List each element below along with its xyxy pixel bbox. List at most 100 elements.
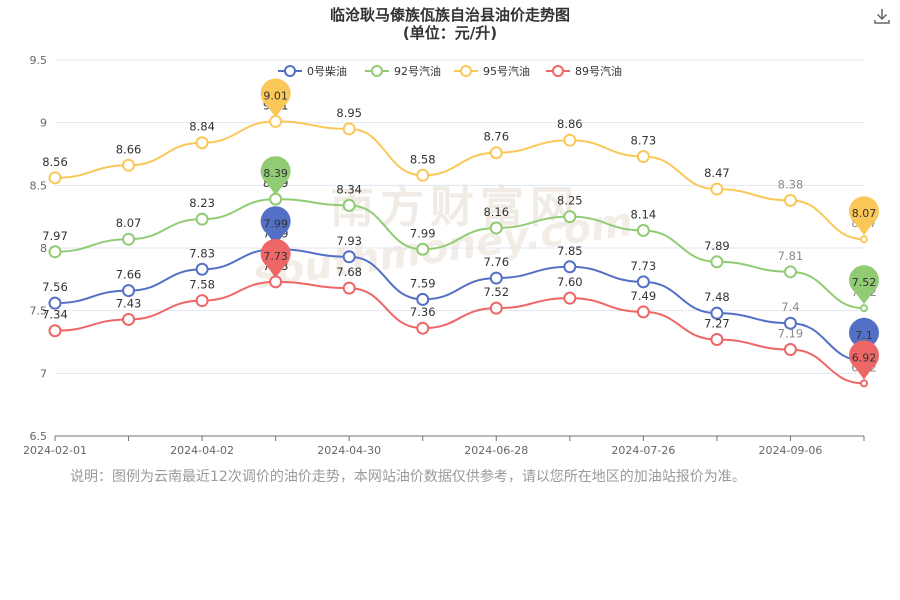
data-point <box>416 242 430 256</box>
data-point <box>563 291 577 305</box>
data-label: 7.83 <box>189 246 215 260</box>
data-point <box>195 262 209 276</box>
legend-item[interactable]: 92号汽油 <box>365 64 441 78</box>
x-tick-label: 2024-04-02 <box>170 444 234 457</box>
marker-pin-shape <box>849 196 879 236</box>
data-label: 8.56 <box>42 155 68 169</box>
marker-pin-label: 6.92 <box>852 351 877 364</box>
data-label: 8.38 <box>778 177 804 191</box>
data-point <box>122 312 136 326</box>
x-tick-label: 2024-02-01 <box>23 444 87 457</box>
marker-pin: 9.01 <box>260 78 291 118</box>
marker-pin-shape <box>260 78 291 118</box>
data-point <box>860 304 868 313</box>
data-label: 8.66 <box>116 142 142 156</box>
x-tick-label: 2024-04-30 <box>317 444 381 457</box>
marker-pin: 6.92 <box>849 340 880 380</box>
marker-pin-label: 7.73 <box>263 250 288 263</box>
data-label: 8.95 <box>336 106 362 120</box>
data-point <box>489 271 503 285</box>
data-point <box>710 332 724 346</box>
data-label: 7.99 <box>410 226 436 240</box>
series-line <box>54 198 865 310</box>
x-tick-label: 2024-06-28 <box>464 444 528 457</box>
data-label: 8.76 <box>483 130 509 144</box>
data-label: 7.48 <box>704 290 730 304</box>
data-point <box>269 114 283 128</box>
legend-label: 95号汽油 <box>483 64 530 78</box>
data-label: 7.36 <box>410 305 436 319</box>
data-point <box>342 250 356 264</box>
legend-label: 89号汽油 <box>575 64 622 78</box>
marker-pin-label: 9.01 <box>263 89 288 102</box>
legend-item[interactable]: 0号柴油 <box>278 64 347 78</box>
data-point <box>636 223 650 237</box>
data-label: 8.16 <box>483 205 509 219</box>
data-label: 7.66 <box>116 268 142 282</box>
y-tick-label: 8 <box>40 242 47 255</box>
data-point <box>122 232 136 246</box>
data-label: 7.97 <box>42 229 68 243</box>
data-label: 7.81 <box>778 249 804 263</box>
data-point <box>636 150 650 164</box>
data-point <box>48 296 62 310</box>
y-tick-label: 8.5 <box>30 179 48 192</box>
series-line <box>54 280 865 385</box>
data-point <box>342 122 356 136</box>
watermark-cn: 南方财富网 <box>330 182 580 233</box>
data-point <box>195 294 209 308</box>
data-label: 7.60 <box>557 275 583 289</box>
y-tick-label: 9 <box>40 117 47 130</box>
data-label: 8.86 <box>557 117 583 131</box>
data-point <box>563 133 577 147</box>
data-point <box>563 210 577 224</box>
data-label: 8.14 <box>631 207 657 221</box>
data-point <box>489 146 503 160</box>
data-point <box>783 193 797 207</box>
marker-pin: 7.99 <box>260 206 291 246</box>
marker-pin-label: 8.39 <box>263 167 288 180</box>
data-label: 7.56 <box>42 280 68 294</box>
data-point <box>563 260 577 274</box>
data-label: 8.58 <box>410 152 436 166</box>
y-tick-label: 7.5 <box>30 305 48 318</box>
data-point <box>48 171 62 185</box>
footnote: 说明：图例为云南最近12次调价的油价走势，本网站油价数据仅供参考，请以您所在地区… <box>70 469 746 485</box>
data-point <box>195 136 209 150</box>
data-point <box>489 301 503 315</box>
marker-pin-label: 7.1 <box>855 329 873 342</box>
data-label: 7.49 <box>631 289 657 303</box>
marker-pin-shape <box>849 317 880 357</box>
data-label: 7.76 <box>483 255 509 269</box>
data-point <box>783 316 797 330</box>
legend-label: 0号柴油 <box>307 64 347 78</box>
data-label: 7.52 <box>483 285 509 299</box>
data-label: 7.4 <box>781 300 799 314</box>
data-point <box>269 275 283 289</box>
marker-pin: 8.07 <box>849 196 879 236</box>
data-point <box>342 281 356 295</box>
chart-subtitle: (单位：元/升) <box>403 24 497 42</box>
marker-pin-shape <box>849 340 880 380</box>
data-label: 8.34 <box>336 182 362 196</box>
data-label: 8.07 <box>116 216 142 230</box>
data-label: 7.85 <box>557 244 583 258</box>
data-label: 7.27 <box>704 316 730 330</box>
data-point <box>636 275 650 289</box>
legend-item[interactable]: 95号汽油 <box>454 64 530 78</box>
data-point <box>860 235 868 244</box>
legend-item[interactable]: 89号汽油 <box>546 64 622 78</box>
data-point <box>416 321 430 335</box>
data-label: 8.25 <box>557 194 583 208</box>
data-label: 7.34 <box>42 308 68 322</box>
data-point <box>636 305 650 319</box>
data-label: 8.47 <box>704 166 730 180</box>
download-icon[interactable] <box>872 6 892 26</box>
data-point <box>122 158 136 172</box>
legend: 0号柴油 92号汽油 95号汽油 89号汽油 <box>278 64 622 78</box>
y-tick-label: 6.5 <box>30 430 48 443</box>
chart-title: 临沧耿马傣族佤族自治县油价走势图 <box>330 6 570 24</box>
data-point <box>710 182 724 196</box>
data-point <box>710 306 724 320</box>
